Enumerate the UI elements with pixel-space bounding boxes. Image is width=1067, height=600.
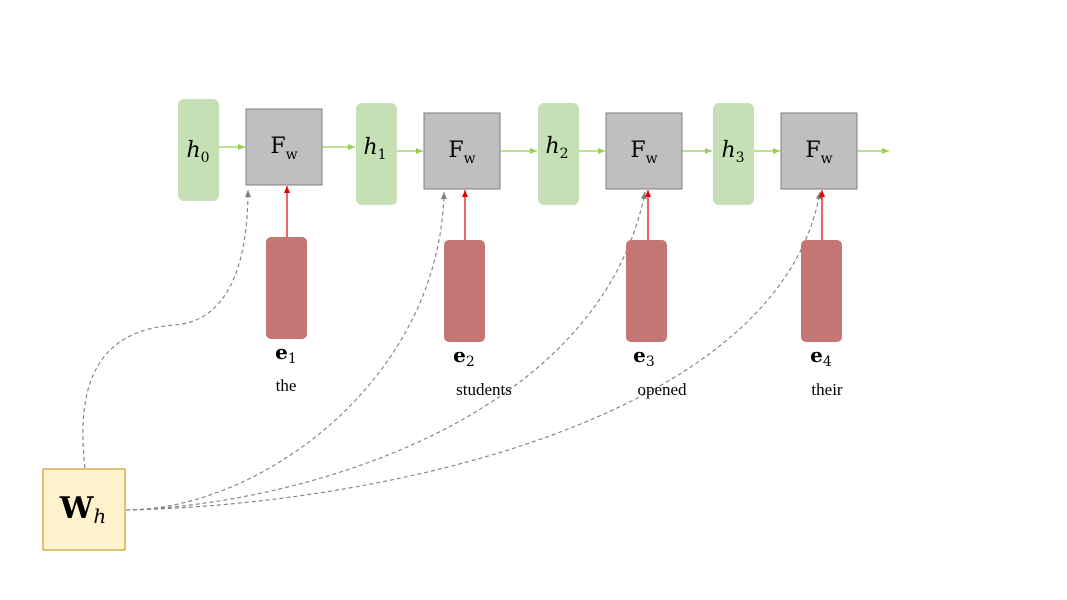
- word-students: students: [456, 380, 512, 399]
- function-label: F: [270, 134, 285, 159]
- function-label: F: [630, 138, 645, 163]
- function-label: F: [805, 138, 820, 163]
- embedding-symbol: e: [810, 343, 823, 367]
- hidden-state-box: [713, 103, 754, 205]
- weight-symbol: W: [59, 491, 95, 526]
- state-subscript: 0: [201, 150, 210, 166]
- function-box: [423, 112, 501, 190]
- function-box-2: Fw: [423, 112, 501, 190]
- state-subscript: 2: [560, 146, 569, 162]
- svg-text:Fw: Fw: [805, 138, 832, 167]
- hidden-state-box: [178, 99, 219, 201]
- hidden-state-h3: h3: [713, 103, 754, 205]
- function-box: [605, 112, 683, 190]
- hidden-state-h2: h2: [538, 103, 579, 205]
- hidden-state-box: [356, 103, 397, 205]
- state-subscript: 3: [736, 150, 745, 166]
- weight-subscript: h: [93, 504, 106, 528]
- embedding-e3: [626, 240, 667, 342]
- embedding-subscript: 2: [466, 354, 475, 370]
- input-arrows: [284, 186, 825, 240]
- recurrent-arrows: [219, 144, 889, 154]
- state-subscript: 1: [378, 147, 387, 163]
- function-box-4: Fw: [780, 112, 858, 190]
- word-the: the: [276, 376, 297, 395]
- weight-links: [82, 189, 822, 511]
- function-subscript: w: [646, 151, 658, 167]
- embedding-box: [444, 240, 485, 342]
- svg-text:Fw: Fw: [448, 138, 475, 167]
- embedding-label-e4: e4: [810, 343, 832, 370]
- embedding-subscript: 1: [288, 351, 297, 367]
- svg-text:h1: h1: [363, 135, 386, 163]
- embedding-label-e3: e3: [633, 343, 655, 370]
- function-box: [780, 112, 858, 190]
- function-subscript: w: [286, 147, 298, 163]
- weight-link-1: [82, 189, 251, 469]
- state-label: h: [545, 134, 559, 159]
- hidden-state-box: [538, 103, 579, 205]
- hidden-state-h1: h1: [356, 103, 397, 205]
- state-label: h: [186, 138, 200, 163]
- embedding-symbol: e: [453, 343, 466, 367]
- state-label: h: [363, 135, 377, 160]
- svg-text:Fw: Fw: [270, 134, 297, 163]
- embedding-subscript: 3: [646, 354, 655, 370]
- svg-text:Fw: Fw: [630, 138, 657, 167]
- weight-link-3: [125, 191, 647, 511]
- svg-text:h0: h0: [186, 138, 209, 166]
- weight-matrix-wh: Wh: [42, 468, 126, 551]
- embedding-box: [801, 240, 842, 342]
- word-opened: opened: [637, 380, 687, 399]
- embedding-label-e2: e2: [453, 343, 475, 370]
- embedding-e4: [801, 240, 842, 342]
- embedding-e1: [266, 237, 307, 339]
- hidden-state-h0: h0: [178, 99, 219, 201]
- function-box-1: Fw: [245, 108, 323, 186]
- embedding-symbol: e: [275, 340, 288, 364]
- embedding-box: [626, 240, 667, 342]
- function-subscript: w: [821, 151, 833, 167]
- function-subscript: w: [464, 151, 476, 167]
- weight-link-4: [125, 191, 822, 511]
- weight-link-2: [125, 191, 447, 511]
- svg-text:h3: h3: [721, 138, 744, 166]
- word-their: their: [811, 380, 842, 399]
- function-box: [245, 108, 323, 186]
- state-label: h: [721, 138, 735, 163]
- svg-text:Wh: Wh: [59, 491, 107, 528]
- weight-matrix-box: [42, 468, 126, 551]
- embedding-subscript: 4: [823, 354, 832, 370]
- function-label: F: [448, 138, 463, 163]
- embedding-symbol: e: [633, 343, 646, 367]
- svg-text:h2: h2: [545, 134, 568, 162]
- function-box-3: Fw: [605, 112, 683, 190]
- embedding-box: [266, 237, 307, 339]
- embedding-label-e1: e1: [275, 340, 297, 367]
- embedding-e2: [444, 240, 485, 342]
